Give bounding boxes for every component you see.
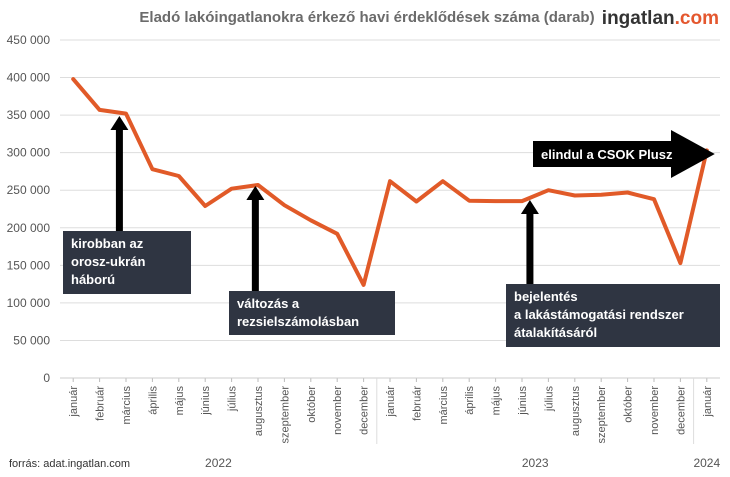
series-line [71, 77, 709, 287]
data-point [309, 218, 313, 222]
annotation-arrow-shaft [526, 212, 534, 284]
annotation-arrow-head [520, 200, 539, 214]
data-point [599, 193, 603, 197]
data-point [467, 199, 471, 203]
chart-title: Eladó lakóingatlanokra érkező havi érdek… [139, 9, 594, 26]
annotation-arrow-shaft [115, 128, 123, 231]
y-tick-label: 0 [43, 371, 50, 385]
data-point [678, 261, 682, 265]
data-point [177, 174, 181, 178]
x-tick-label: április [147, 386, 159, 415]
data-point [573, 193, 577, 197]
data-point [362, 283, 366, 287]
data-point [124, 112, 128, 116]
data-point [388, 179, 392, 183]
annotations: kirobban az orosz-ukrán háború változás a re… [63, 116, 720, 347]
x-tick-label: december [359, 386, 371, 435]
x-tick-label: szeptember [279, 386, 291, 444]
source-note: forrás: adat.ingatlan.com [9, 458, 130, 470]
annotation-text-line: rezsielszámolásban [237, 314, 359, 329]
y-tick-label: 350 000 [7, 108, 51, 122]
brand-logo-domain: .com [675, 8, 719, 29]
annotation-text-line: orosz-ukrán [71, 254, 145, 269]
data-point [626, 190, 630, 194]
annotation-box [229, 291, 395, 335]
data-point [520, 199, 524, 203]
x-tick-label: augusztus [253, 386, 265, 437]
brand-logo: ingatlan.com [602, 8, 719, 29]
data-point [150, 167, 154, 171]
y-axis-ticks: 0 50 000 100 000 150 000 200 000 250 000 300 0… [7, 33, 51, 385]
data-point [414, 199, 418, 203]
data-point [230, 187, 234, 191]
x-tick-label: január [385, 386, 397, 418]
annotation-text-line: a lakástámogatási rendszer [514, 307, 684, 322]
data-point [71, 77, 75, 81]
y-tick-label: 50 000 [13, 333, 50, 347]
y-tick-label: 400 000 [7, 71, 51, 85]
year-label: 2023 [522, 456, 549, 470]
annotation-arrow-shaft [251, 198, 259, 291]
annotation-arrow-body [533, 141, 673, 167]
data-point [256, 183, 260, 187]
x-tick-label: május [491, 386, 503, 416]
data-point [282, 203, 286, 207]
y-tick-label: 200 000 [7, 221, 51, 235]
year-label: 2024 [693, 456, 720, 470]
annotation-arrow-head [246, 186, 265, 200]
annotation-box [63, 231, 191, 294]
data-point [203, 204, 207, 208]
annotation-arrow-head [110, 116, 129, 130]
x-tick-label: november [649, 386, 661, 435]
x-tick-label: június [517, 386, 529, 416]
x-tick-label: október [306, 386, 318, 423]
annotation-text-line: változás a [237, 296, 300, 311]
data-point [335, 232, 339, 236]
x-tick-label: augusztus [570, 386, 582, 437]
x-tick-label: február [411, 386, 423, 421]
annotation-arrow-head [671, 130, 715, 178]
x-tick-label: május [174, 386, 186, 416]
annotation-text-line: elindul a CSOK Plusz [541, 147, 673, 162]
data-point [652, 197, 656, 201]
y-tick-label: 300 000 [7, 146, 51, 160]
x-tick-label: november [332, 386, 344, 435]
x-tick-label: június [200, 386, 212, 416]
x-tick-label: február [95, 386, 107, 421]
y-tick-label: 250 000 [7, 183, 51, 197]
x-tick-label: július [543, 386, 555, 413]
year-label: 2022 [205, 456, 232, 470]
data-point [98, 108, 102, 112]
data-point [441, 179, 445, 183]
annotation-text-line: bejelentés [514, 289, 578, 304]
x-tick-label: április [464, 386, 476, 415]
x-tick-label: december [675, 386, 687, 435]
x-tick-label: március [438, 386, 450, 425]
x-axis-ticks: január február március április május június jú… [68, 378, 714, 443]
annotation-text-line: kirobban az [71, 236, 144, 251]
x-tick-label: július [227, 386, 239, 413]
x-tick-label: szeptember [596, 386, 608, 444]
x-tick-label: január [68, 386, 80, 418]
data-point [494, 199, 498, 203]
brand-logo-name: ingatlan [602, 8, 675, 29]
annotation-box [506, 284, 720, 347]
year-groups: 2022 2023 2024 [60, 377, 720, 470]
svg-text:ingatlan.com: ingatlan.com [602, 8, 719, 29]
annotation-text-line: átalakításáról [514, 325, 597, 340]
x-tick-label: október [623, 386, 635, 423]
y-tick-label: 150 000 [7, 258, 51, 272]
annotation-text-line: háború [71, 272, 115, 287]
x-tick-label: január [702, 386, 714, 418]
data-point [546, 188, 550, 192]
y-tick-label: 450 000 [7, 33, 51, 47]
y-tick-label: 100 000 [7, 296, 51, 310]
x-tick-label: március [121, 386, 133, 425]
